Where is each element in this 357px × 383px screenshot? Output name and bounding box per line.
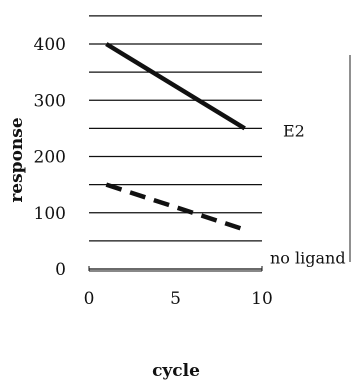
x-tick-label: 5 bbox=[170, 289, 181, 309]
y-tick-label: 300 bbox=[34, 91, 66, 111]
series-label-e2: E2 bbox=[283, 121, 305, 140]
y-tick-label: 0 bbox=[55, 260, 66, 280]
series-line-e2 bbox=[105, 42, 246, 131]
y-tick-label: 100 bbox=[34, 204, 66, 224]
x-axis-title: cycle bbox=[152, 361, 200, 381]
y-tick-label: 400 bbox=[34, 35, 66, 55]
y-tick-label: 200 bbox=[34, 148, 66, 168]
series-lines bbox=[105, 42, 246, 232]
x-tick-label: 0 bbox=[84, 289, 95, 309]
series-line-no-ligand bbox=[105, 182, 246, 232]
series-labels: E2 no ligand bbox=[270, 121, 346, 267]
tick-labels: 0 100 200 300 400 0 5 10 bbox=[34, 35, 273, 309]
series-label-no-ligand: no ligand bbox=[270, 249, 346, 268]
gridlines bbox=[89, 15, 262, 270]
x-tick-label: 10 bbox=[251, 289, 273, 309]
axes bbox=[88, 266, 263, 272]
y-axis-title: response bbox=[7, 117, 27, 202]
